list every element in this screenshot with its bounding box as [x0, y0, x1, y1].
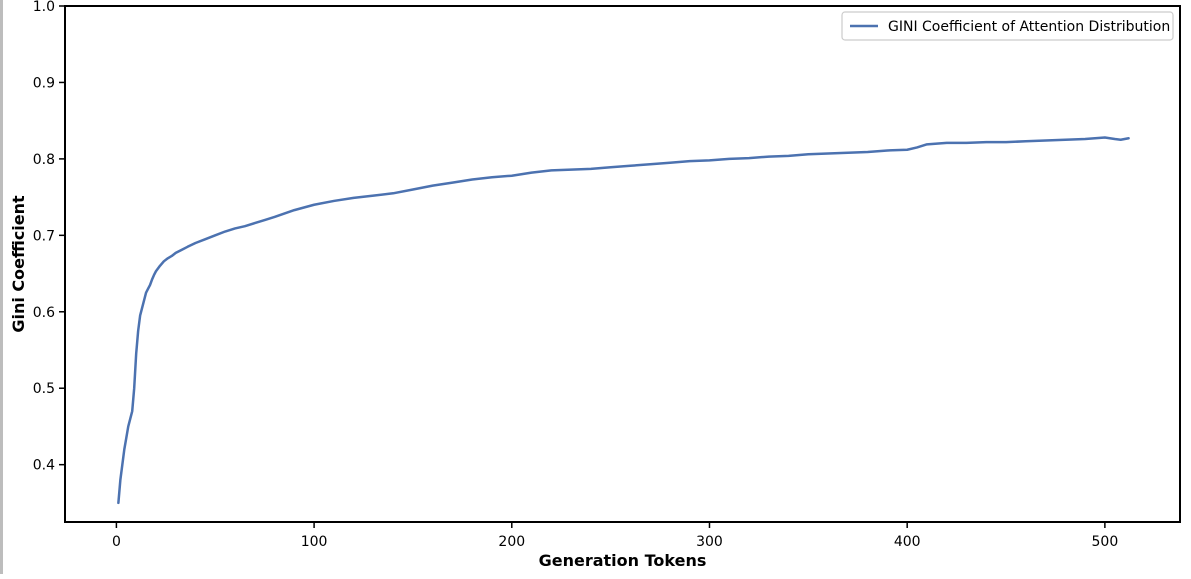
x-tick-label: 200 — [498, 534, 525, 550]
y-tick-label: 0.6 — [33, 305, 55, 321]
x-tick-label: 400 — [894, 534, 921, 550]
series-layer — [117, 136, 1130, 505]
x-axis-ticks: 0 100 200 300 400 500 — [112, 522, 1118, 550]
y-tick-label: 0.8 — [33, 152, 55, 168]
x-tick-label: 300 — [696, 534, 723, 550]
y-tick-label: 1.0 — [33, 0, 55, 15]
axes — [64, 5, 1181, 523]
legend-label: GINI Coefficient of Attention Distributi… — [888, 19, 1170, 35]
y-tick-label: 0.9 — [33, 75, 55, 91]
y-tick-label: 0.7 — [33, 228, 55, 244]
legend: GINI Coefficient of Attention Distributi… — [841, 11, 1174, 41]
y-tick-label: 0.5 — [33, 381, 55, 397]
window-edge — [0, 0, 3, 574]
y-tick-label: 0.4 — [33, 458, 55, 474]
axes-frame — [64, 5, 1181, 523]
x-tick-label: 100 — [301, 534, 328, 550]
y-axis-ticks: 0.4 0.5 0.6 0.7 0.8 0.9 1.0 — [33, 0, 65, 474]
x-axis-title: Generation Tokens — [539, 551, 707, 570]
series-line-0 — [117, 136, 1130, 505]
x-tick-label: 0 — [112, 534, 121, 550]
y-axis-title: Gini Coefficient — [9, 195, 28, 333]
legend-box — [841, 11, 1174, 41]
x-tick-label: 500 — [1092, 534, 1119, 550]
